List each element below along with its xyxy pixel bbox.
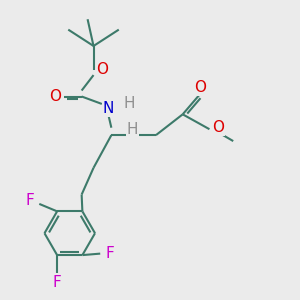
Text: O: O bbox=[49, 89, 61, 104]
Text: F: F bbox=[26, 193, 34, 208]
Text: F: F bbox=[105, 246, 114, 261]
Text: F: F bbox=[53, 275, 62, 290]
Text: N: N bbox=[103, 101, 114, 116]
Text: O: O bbox=[96, 62, 108, 77]
Text: H: H bbox=[123, 96, 135, 111]
Text: O: O bbox=[212, 120, 224, 135]
Text: O: O bbox=[194, 80, 206, 95]
Text: H: H bbox=[126, 122, 138, 137]
